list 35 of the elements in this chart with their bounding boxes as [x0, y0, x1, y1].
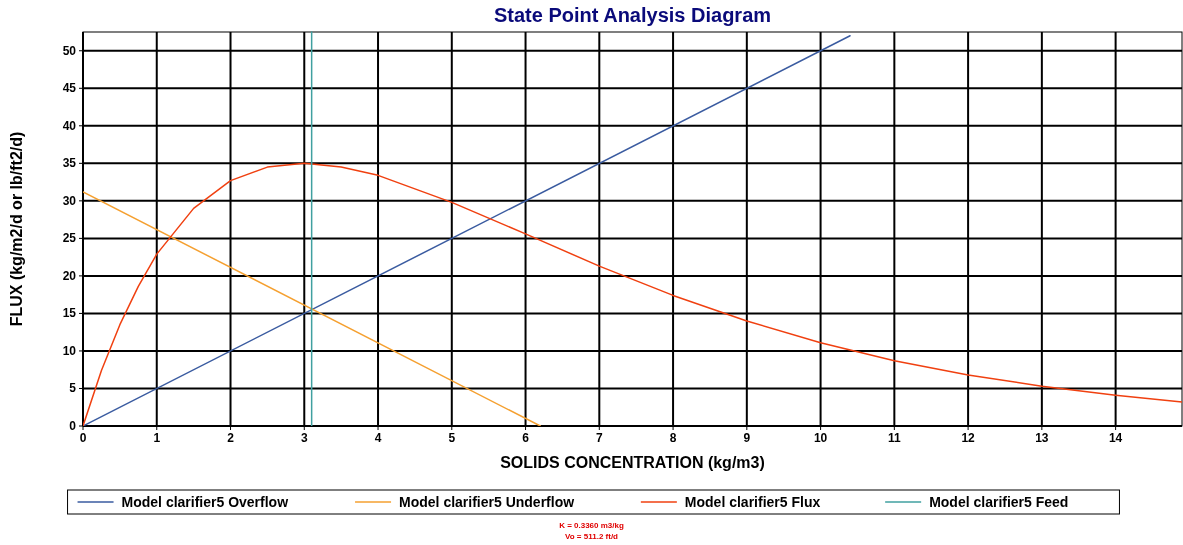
x-tick-label: 5 [448, 431, 456, 445]
x-tick-label: 0 [79, 431, 87, 445]
legend-label: Model clarifier5 Flux [684, 494, 821, 510]
chart-title: State Point Analysis Diagram [493, 4, 772, 26]
y-tick-label: 5 [69, 381, 77, 396]
x-tick-label: 10 [813, 431, 828, 445]
x-tick-label: 1 [153, 431, 161, 445]
y-tick-label: 10 [62, 343, 77, 358]
x-tick-label: 9 [743, 431, 751, 445]
y-tick-label: 35 [62, 156, 77, 171]
x-tick-label: 14 [1108, 431, 1123, 445]
x-tick-label: 6 [522, 431, 530, 445]
y-tick-label: 50 [62, 43, 77, 58]
text: K = 0.3360 m3/kg [559, 521, 624, 530]
x-tick-label: 3 [300, 431, 308, 445]
y-tick-label: 45 [62, 81, 77, 96]
y-tick-label: 20 [62, 268, 77, 283]
y-tick-label: 15 [62, 306, 77, 321]
x-tick-label: 13 [1035, 431, 1049, 445]
x-axis-title: SOLIDS CONCENTRATION (kg/m3) [500, 454, 765, 471]
y-tick-label: 40 [62, 118, 77, 133]
x-tick-label: 12 [961, 431, 976, 445]
y-tick-label: 30 [62, 193, 77, 208]
legend-label: Model clarifier5 Underflow [399, 494, 575, 510]
legend-label: Model clarifier5 Overflow [121, 494, 289, 510]
legend-label: Model clarifier5 Feed [929, 494, 1069, 510]
x-tick-label: 7 [595, 431, 603, 445]
y-axis-title: FLUX (kg/m2/d or lb/ft2/d) [8, 131, 25, 327]
x-tick-label: 4 [374, 431, 382, 445]
x-tick-label: 11 [888, 431, 902, 445]
text: Vo = 511.2 ft/d [565, 532, 619, 541]
x-tick-label: 2 [227, 431, 235, 445]
x-tick-label: 8 [669, 431, 677, 445]
y-tick-label: 0 [69, 419, 77, 433]
y-tick-label: 25 [62, 231, 77, 246]
